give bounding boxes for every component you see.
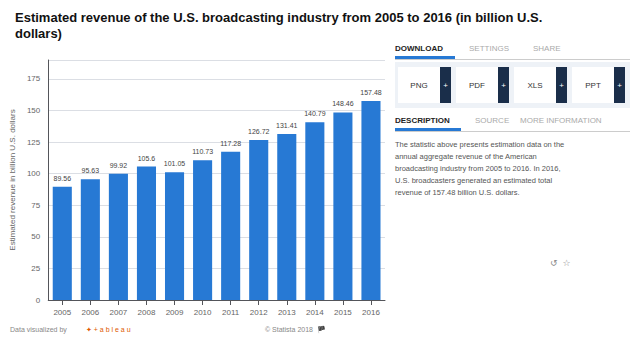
svg-text:PDF: PDF: [469, 81, 485, 90]
svg-text:25: 25: [31, 264, 40, 273]
svg-text:117.28: 117.28: [220, 140, 241, 147]
svg-text:150: 150: [27, 106, 41, 115]
svg-text:✦ + a b l e a u: ✦ + a b l e a u: [86, 326, 131, 333]
svg-text:2012: 2012: [250, 308, 268, 317]
svg-text:2007: 2007: [110, 308, 128, 317]
svg-text:↺ ☆: ↺ ☆: [550, 258, 571, 268]
svg-text:SHARE: SHARE: [533, 44, 561, 53]
svg-text:+: +: [443, 81, 448, 90]
svg-text:105.6: 105.6: [138, 155, 156, 162]
svg-text:99.92: 99.92: [110, 162, 128, 169]
svg-text:50: 50: [31, 232, 40, 241]
svg-text:2009: 2009: [166, 308, 184, 317]
svg-text:U.S. broadcasters generated an: U.S. broadcasters generated an estimated…: [395, 176, 553, 185]
svg-text:89.56: 89.56: [54, 175, 72, 182]
svg-text:SOURCE: SOURCE: [475, 116, 509, 125]
svg-text:2011: 2011: [222, 308, 240, 317]
svg-text:Estimated revenue of the U.S.: Estimated revenue of the U.S. broadcasti…: [15, 10, 542, 25]
svg-text:75: 75: [31, 201, 40, 210]
svg-text:+: +: [559, 81, 564, 90]
svg-text:2008: 2008: [138, 308, 156, 317]
svg-text:Data visualized by: Data visualized by: [10, 326, 67, 334]
svg-text:2013: 2013: [278, 308, 296, 317]
svg-text:0: 0: [36, 296, 41, 305]
svg-text:110.73: 110.73: [192, 148, 213, 155]
svg-text:95.63: 95.63: [82, 167, 100, 174]
svg-text:PPT: PPT: [585, 81, 601, 90]
svg-text:2014: 2014: [306, 308, 324, 317]
svg-text:2016: 2016: [362, 308, 380, 317]
svg-text:DOWNLOAD: DOWNLOAD: [395, 44, 443, 53]
svg-text:140.79: 140.79: [304, 110, 326, 117]
svg-text:+: +: [501, 81, 506, 90]
svg-text:131.41: 131.41: [276, 122, 298, 129]
svg-text:SETTINGS: SETTINGS: [469, 44, 509, 53]
svg-text:126.72: 126.72: [248, 128, 270, 135]
svg-text:+: +: [617, 81, 622, 90]
svg-text:The statistic above presents e: The statistic above presents estimation …: [395, 140, 564, 149]
svg-text:DESCRIPTION: DESCRIPTION: [395, 116, 450, 125]
svg-text:157.48: 157.48: [360, 89, 382, 96]
svg-text:MORE INFORMATION: MORE INFORMATION: [520, 116, 602, 125]
svg-text:Estimated revenue in billion U: Estimated revenue in billion U.S. dollar…: [8, 109, 17, 250]
svg-text:101.05: 101.05: [164, 160, 186, 167]
svg-text:2005: 2005: [53, 308, 71, 317]
svg-text:2015: 2015: [334, 308, 352, 317]
svg-text:XLS: XLS: [527, 81, 542, 90]
svg-text:revenue of 157.48 billion U.S.: revenue of 157.48 billion U.S. dollars.: [395, 188, 520, 197]
svg-text:© Statista 2018 🏴: © Statista 2018 🏴: [265, 325, 326, 334]
svg-text:148.46: 148.46: [332, 100, 354, 107]
svg-text:175: 175: [27, 74, 41, 83]
svg-text:PNG: PNG: [410, 81, 427, 90]
svg-text:broadcasting industry from 200: broadcasting industry from 2005 to 2016.…: [395, 164, 561, 173]
svg-text:2010: 2010: [194, 308, 212, 317]
svg-text:2006: 2006: [81, 308, 99, 317]
svg-text:125: 125: [27, 138, 41, 147]
svg-text:dollars): dollars): [15, 26, 62, 41]
svg-text:annual aggregate revenue of th: annual aggregate revenue of the American: [395, 152, 537, 161]
svg-text:100: 100: [27, 169, 41, 178]
